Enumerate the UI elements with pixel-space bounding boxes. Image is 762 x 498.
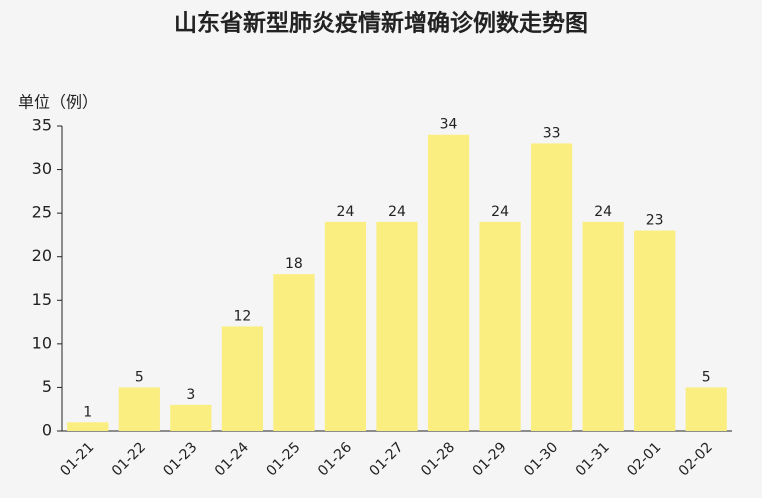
bar [118, 387, 160, 431]
y-axis-label: 单位（例） [18, 93, 98, 112]
value-label: 5 [702, 369, 711, 385]
bar [221, 326, 263, 431]
value-label: 24 [388, 204, 406, 220]
bar [685, 387, 727, 431]
bar [324, 221, 367, 431]
value-label: 33 [543, 125, 561, 141]
bar [376, 221, 418, 431]
y-tick-label: 5 [42, 377, 52, 396]
y-tick-label: 0 [42, 421, 52, 440]
value-label: 5 [135, 369, 144, 385]
bar [634, 230, 676, 431]
value-label: 18 [285, 256, 303, 272]
y-tick-label: 10 [32, 333, 52, 352]
bar [273, 274, 315, 431]
bar [170, 404, 212, 431]
y-tick-label: 30 [32, 159, 52, 178]
value-label: 1 [83, 404, 92, 420]
value-label: 3 [186, 387, 195, 403]
y-tick-label: 15 [32, 290, 52, 309]
bar [531, 143, 573, 431]
bar [427, 134, 470, 431]
bar [67, 422, 109, 431]
value-label: 24 [491, 204, 509, 220]
bar [479, 221, 521, 431]
value-label: 12 [233, 308, 251, 324]
value-label: 24 [337, 204, 355, 220]
y-tick-label: 25 [32, 203, 52, 222]
y-tick-label: 20 [32, 246, 52, 265]
chart-title: 山东省新型肺炎疫情新增确诊例数走势图 [174, 10, 588, 37]
bar [582, 221, 624, 431]
y-tick-label: 35 [32, 116, 52, 135]
value-label: 34 [440, 117, 458, 133]
value-label: 24 [594, 204, 612, 220]
value-label: 23 [646, 213, 664, 229]
